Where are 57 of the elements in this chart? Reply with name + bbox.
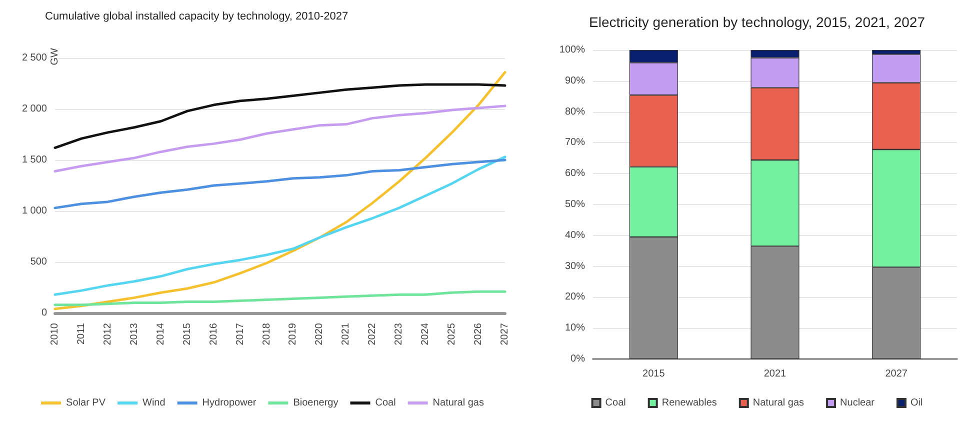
y-tick-label: 0 xyxy=(41,308,48,318)
y-tick-label: 70% xyxy=(564,137,586,148)
x-tick-label: 2022 xyxy=(367,322,378,346)
y-tick-label: 2 000 xyxy=(22,104,48,114)
y-tick-label: 0% xyxy=(570,354,586,364)
y-tick-label: 10% xyxy=(564,322,586,334)
legend-label: Coal xyxy=(605,398,626,408)
y-tick-label: 50% xyxy=(564,199,586,210)
x-tick-label: 2015 xyxy=(642,368,666,380)
x-tick-label: 2027 xyxy=(885,368,908,380)
chart-title: Cumulative global installed capacity by technology, 2010-2027 xyxy=(45,10,348,22)
y-tick-label: 60% xyxy=(564,168,586,180)
legend-label: Hydropower xyxy=(202,398,257,408)
x-tick-label: 2026 xyxy=(473,322,484,346)
x-tick-label: 2021 xyxy=(764,368,787,380)
y-axis-title: GW xyxy=(50,47,60,66)
y-tick-label: 30% xyxy=(564,260,586,272)
x-tick-label: 2021 xyxy=(340,322,352,346)
y-tick-label: 500 xyxy=(30,256,48,268)
line-series xyxy=(54,158,506,210)
x-tick-label: 2013 xyxy=(128,322,140,346)
line-series xyxy=(54,156,506,296)
x-tick-label: 2027 xyxy=(500,322,510,346)
x-tick-label: 2010 xyxy=(50,322,60,346)
line-series xyxy=(54,104,506,172)
line-series xyxy=(54,290,506,306)
legend-label: Natural gas xyxy=(432,398,484,408)
chart-title: Electricity generation by technology, 2015, 2021, 2027 xyxy=(589,14,926,30)
legend-label: Natural gas xyxy=(752,398,804,408)
y-tick-label: 90% xyxy=(564,75,586,86)
x-tick-label: 2020 xyxy=(314,322,326,346)
y-tick-label: 1 500 xyxy=(22,154,48,166)
x-tick-label: 2014 xyxy=(155,322,166,346)
legend-label: Wind xyxy=(142,398,166,408)
x-tick-label: 2025 xyxy=(446,322,458,346)
x-tick-label: 2011 xyxy=(76,322,87,345)
x-tick-label: 2016 xyxy=(208,322,220,346)
x-tick-label: 2012 xyxy=(102,322,114,346)
x-tick-label: 2015 xyxy=(182,322,193,346)
x-tick-label: 2023 xyxy=(394,322,405,346)
legend-label: Coal xyxy=(375,398,396,408)
y-tick-label: 1 000 xyxy=(22,206,48,216)
y-tick-label: 100% xyxy=(559,44,586,56)
x-tick-label: 2024 xyxy=(420,322,432,346)
y-tick-label: 2 500 xyxy=(22,52,48,64)
line-series xyxy=(54,83,506,150)
legend-label: Nuclear xyxy=(840,398,876,408)
y-tick-label: 40% xyxy=(564,230,586,241)
legend-label: Solar PV xyxy=(66,398,106,408)
x-tick-label: 2017 xyxy=(234,322,246,346)
x-tick-label: 2018 xyxy=(261,322,272,346)
legend-label: Renewables xyxy=(662,398,717,408)
legend-label: Oil xyxy=(910,398,923,408)
y-tick-label: 20% xyxy=(564,292,586,303)
legend-label: Bioenergy xyxy=(293,398,338,408)
y-tick-label: 80% xyxy=(564,106,586,118)
x-tick-label: 2019 xyxy=(288,322,299,346)
